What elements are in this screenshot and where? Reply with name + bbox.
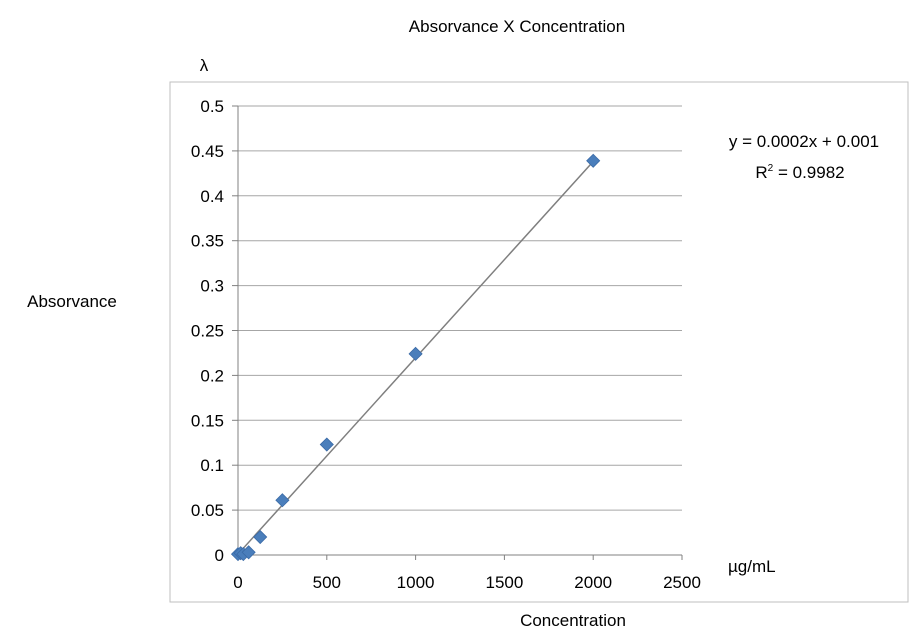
x-unit-label: µg/mL	[728, 557, 776, 576]
y-tick-label: 0	[215, 546, 224, 565]
axes	[232, 105, 683, 560]
r2-superscript: 2	[768, 163, 774, 174]
y-tick-label: 0.3	[200, 277, 224, 296]
y-tick-label: 0.45	[191, 142, 224, 161]
y-tick-labels: 0 0.05 0.1 0.15 0.2 0.25 0.3 0.35 0.4 0.45 0.5	[191, 97, 224, 565]
x-axis-title: Concentration	[520, 611, 626, 628]
data-point	[408, 346, 423, 361]
x-tick-label: 1000	[397, 573, 435, 592]
data-point	[275, 493, 290, 508]
y-tick-label: 0.15	[191, 411, 224, 430]
y-tick-label: 0.35	[191, 232, 224, 251]
grid-lines	[238, 105, 682, 511]
data-points	[230, 153, 601, 562]
y-tick-label: 0.25	[191, 322, 224, 341]
y-tick-label: 0.4	[200, 187, 224, 206]
x-tick-label: 2500	[663, 573, 701, 592]
trendline-equation: y = 0.0002x + 0.001	[729, 132, 879, 151]
data-point	[253, 529, 268, 545]
y-tick-label: 0.05	[191, 501, 224, 520]
chart-title: Absorvance X Concentration	[409, 17, 625, 36]
y-unit-label: λ	[200, 56, 209, 75]
data-point	[319, 437, 334, 452]
x-tick-label: 2000	[574, 573, 612, 592]
y-axis-title: Absorvance	[27, 292, 117, 311]
x-tick-label: 500	[313, 573, 341, 592]
x-tick-label: 1500	[485, 573, 523, 592]
data-point	[241, 545, 256, 560]
y-tick-label: 0.1	[200, 456, 224, 475]
y-tick-label: 0.5	[200, 97, 224, 116]
trendline-r-squared: R2 = 0.9982	[755, 163, 844, 182]
x-tick-labels: 0 500 1000 1500 2000 2500	[233, 573, 701, 592]
y-tick-label: 0.2	[200, 366, 224, 385]
r2-value: = 0.9982	[773, 163, 844, 182]
r2-label: R	[755, 163, 767, 182]
data-point	[586, 153, 601, 168]
x-tick-label: 0	[233, 573, 242, 592]
chart-frame	[169, 81, 909, 603]
